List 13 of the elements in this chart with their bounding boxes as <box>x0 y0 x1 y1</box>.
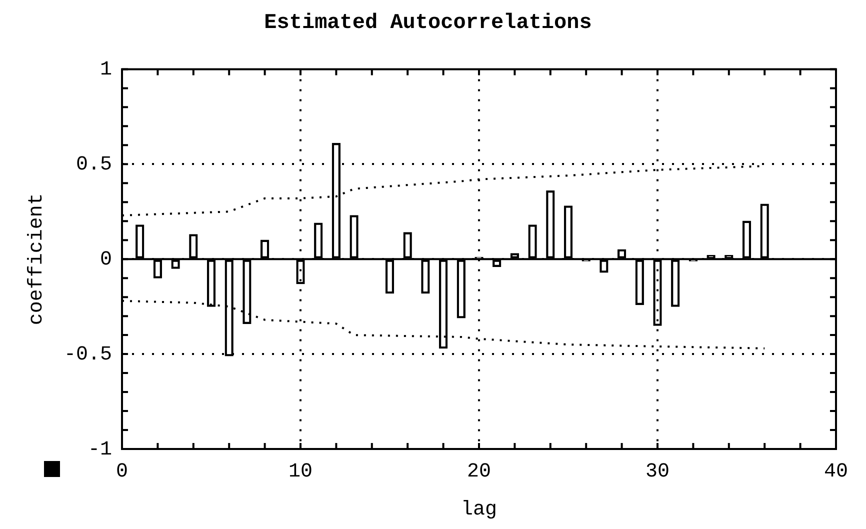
y-tick-label: 1 <box>100 58 112 82</box>
x-tick-label: 10 <box>288 460 313 484</box>
y-tick-label: 0 <box>100 248 112 272</box>
y-tick-label: -1 <box>88 438 112 462</box>
y-tick-label: -0.5 <box>64 343 112 366</box>
x-axis-title: lag <box>460 498 498 522</box>
y-axis-title: coefficient <box>25 193 48 326</box>
x-tick-label: 0 <box>116 460 128 484</box>
chart-title: Estimated Autocorrelations <box>264 12 592 35</box>
x-tick-label: 40 <box>824 460 848 484</box>
x-tick-label: 30 <box>645 460 670 484</box>
y-tick-label: 0.5 <box>76 153 112 176</box>
x-tick-label: 20 <box>466 460 492 484</box>
